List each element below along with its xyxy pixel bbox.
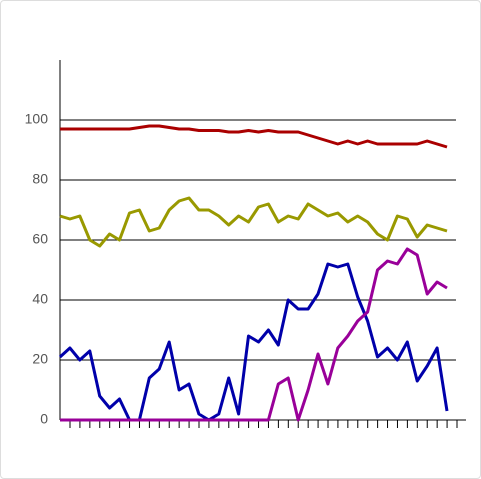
series-line [60, 124, 448, 149]
series-line [58, 262, 449, 422]
series-line [59, 196, 448, 248]
y-tick-label: 60 [32, 231, 48, 247]
y-tick-label: 100 [25, 111, 49, 127]
series-line [60, 247, 448, 422]
y-tick-label: 0 [40, 411, 48, 427]
y-tick-label: 40 [32, 291, 48, 307]
y-tick-label: 80 [32, 171, 48, 187]
y-tick-label: 20 [32, 351, 48, 367]
